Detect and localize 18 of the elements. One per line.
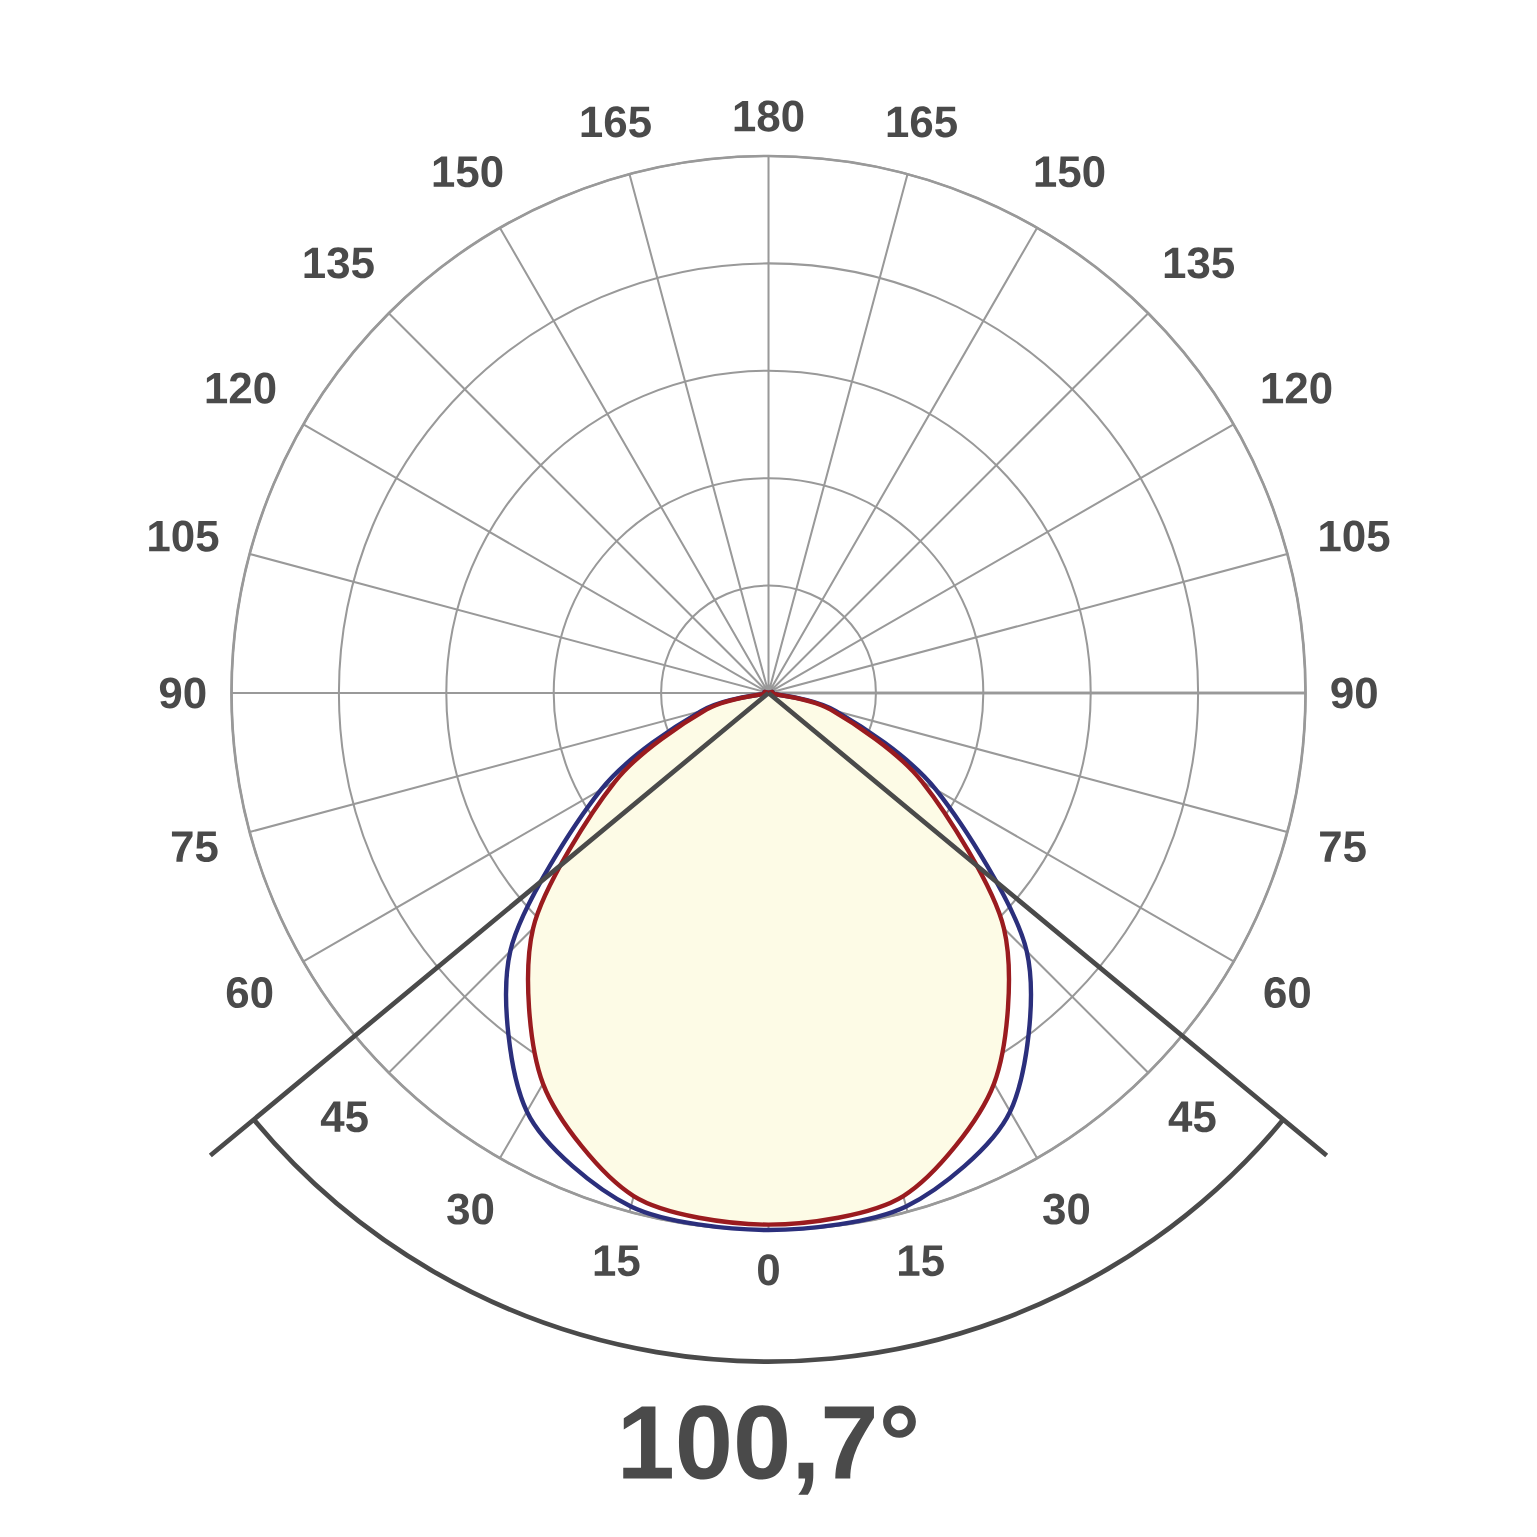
- spoke-label: 90: [159, 677, 206, 709]
- spoke-label: 180: [734, 100, 804, 132]
- spoke-label: 150: [1035, 156, 1105, 188]
- spoke-label: 75: [1320, 831, 1366, 863]
- spoke-label: 75: [171, 831, 218, 863]
- spoke-label: 105: [1320, 520, 1390, 552]
- spoke-label: 135: [1164, 247, 1235, 279]
- spoke-label: 120: [1262, 372, 1332, 404]
- spoke-label: 60: [1264, 977, 1310, 1009]
- spoke-label: 60: [226, 977, 273, 1009]
- spoke-label: 135: [304, 247, 374, 279]
- spoke-label: 120: [206, 372, 276, 404]
- spoke-label: 165: [887, 106, 957, 138]
- spoke-label: 150: [433, 156, 503, 188]
- text: 100,7°: [623, 1405, 916, 1495]
- spoke-label: 90: [1331, 677, 1377, 709]
- spoke-label: 165: [581, 106, 651, 138]
- spoke-label: 105: [149, 520, 219, 552]
